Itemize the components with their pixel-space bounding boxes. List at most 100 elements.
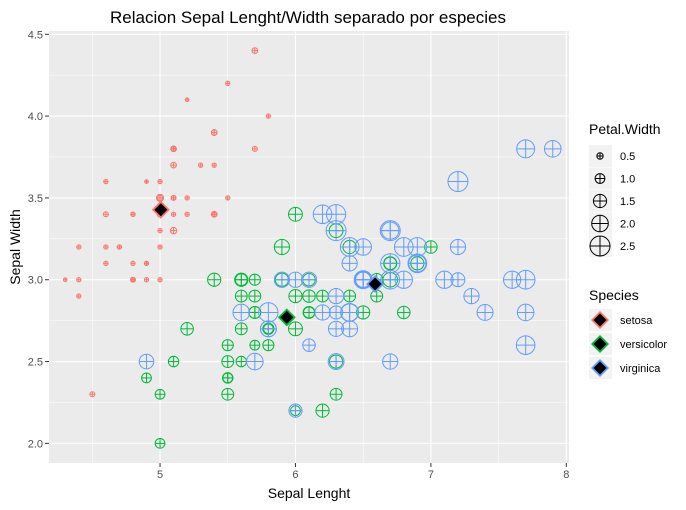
data-point-setosa — [251, 47, 259, 54]
data-point-setosa — [251, 145, 258, 152]
data-point-virginica — [515, 269, 536, 290]
legend-size-key — [591, 214, 609, 233]
x-tick-label: 8 — [563, 469, 569, 481]
y-tick-label: 3.0 — [28, 275, 43, 287]
legend-petal-width: Petal.Width 0.5 1.0 1.5 2.0 2.5 — [589, 121, 661, 257]
data-point-setosa — [76, 293, 82, 299]
data-point-setosa — [157, 227, 163, 234]
data-point-setosa — [76, 277, 82, 283]
data-point-versicolor — [235, 355, 248, 368]
data-point-setosa — [170, 211, 177, 217]
y-axis-title: Sepal Width — [7, 209, 23, 284]
data-point-setosa — [170, 146, 177, 152]
legend-size-key — [596, 152, 604, 160]
data-point-virginica — [258, 302, 279, 323]
data-point-versicolor — [302, 306, 316, 319]
data-point-virginica — [327, 353, 345, 371]
data-point-virginica — [302, 338, 316, 352]
data-point-setosa — [265, 113, 272, 119]
data-point-virginica — [273, 271, 291, 288]
data-point-versicolor — [248, 289, 262, 303]
data-point-setosa — [225, 195, 231, 201]
data-point-setosa — [103, 178, 109, 185]
data-point-virginica — [463, 287, 480, 305]
y-tick-label: 2.5 — [28, 357, 43, 369]
data-point-virginica — [259, 320, 277, 338]
legend-size-key — [594, 173, 606, 184]
data-point-versicolor — [221, 355, 235, 368]
data-point-versicolor — [154, 437, 166, 449]
data-point-setosa — [211, 162, 217, 168]
data-point-setosa — [169, 226, 178, 235]
y-tick-label: 3.5 — [28, 193, 43, 205]
data-point-versicolor — [234, 273, 248, 287]
data-point-versicolor — [302, 289, 316, 303]
legend-size-label: 1.0 — [620, 174, 635, 186]
data-point-virginica — [407, 253, 428, 274]
plot-panel — [49, 31, 569, 463]
legend-species-label: setosa — [620, 315, 653, 327]
legend-size-label: 1.5 — [620, 196, 635, 208]
x-axis-ticks: 5 6 7 8 — [157, 463, 569, 481]
data-point-versicolor — [221, 339, 234, 352]
y-tick-label: 2.0 — [28, 438, 43, 450]
data-point-setosa — [89, 391, 96, 398]
mean-marker-versicolor — [280, 310, 294, 324]
data-point-virginica — [138, 353, 155, 370]
legend-size-label: 2.5 — [620, 241, 635, 253]
data-point-setosa — [130, 211, 136, 217]
data-point-versicolor — [316, 289, 329, 303]
data-point-setosa — [144, 179, 149, 184]
data-point-virginica — [288, 403, 303, 418]
data-point-versicolor — [288, 288, 303, 304]
data-point-virginica — [476, 303, 494, 321]
data-point-setosa — [62, 277, 68, 283]
data-point-setosa — [157, 244, 163, 250]
chart-title: Relacion Sepal Lenght/Width separado por… — [110, 8, 506, 27]
legend-species-label: versicolor — [620, 339, 667, 351]
data-point-setosa — [184, 97, 190, 103]
x-axis-title: Sepal Lenght — [268, 485, 351, 501]
data-point-virginica — [515, 335, 536, 356]
data-point-versicolor — [180, 322, 194, 336]
legend-size-title: Petal.Width — [589, 121, 661, 137]
data-point-versicolor — [397, 305, 411, 320]
data-point-setosa — [170, 161, 177, 169]
data-point-setosa — [210, 129, 218, 136]
legend-species-key — [593, 361, 607, 375]
data-point-virginica — [393, 237, 414, 257]
y-tick-label: 4.0 — [28, 111, 43, 123]
x-tick-label: 6 — [292, 469, 298, 481]
y-axis-ticks: 2.0 2.5 3.0 3.5 4.0 4.5 — [28, 29, 49, 450]
data-point-setosa — [225, 80, 231, 87]
data-point-virginica — [340, 302, 360, 322]
legend-species-key — [593, 313, 607, 327]
data-point-setosa — [170, 194, 177, 201]
data-point-setosa — [130, 260, 136, 267]
data-point-virginica — [447, 171, 469, 193]
data-point-versicolor — [370, 289, 384, 303]
data-point-setosa — [102, 211, 109, 218]
data-point-versicolor — [141, 372, 152, 384]
data-point-virginica — [314, 304, 331, 321]
x-tick-label: 5 — [157, 469, 163, 481]
data-point-setosa — [103, 244, 109, 250]
data-point-versicolor — [273, 238, 291, 256]
data-point-setosa — [210, 210, 218, 218]
data-point-setosa — [116, 244, 123, 250]
data-point-virginica — [516, 303, 535, 322]
data-point-setosa — [197, 162, 204, 168]
data-point-virginica — [327, 287, 345, 305]
data-point-virginica — [379, 220, 401, 242]
data-point-versicolor — [262, 339, 275, 352]
legend-species-key — [593, 337, 607, 351]
data-point-versicolor — [154, 388, 166, 400]
data-point-setosa — [184, 195, 190, 201]
data-point-virginica — [449, 238, 467, 256]
data-point-versicolor — [288, 206, 303, 222]
data-point-virginica — [287, 271, 304, 288]
data-point-setosa — [143, 277, 150, 283]
data-point-virginica — [543, 140, 562, 158]
